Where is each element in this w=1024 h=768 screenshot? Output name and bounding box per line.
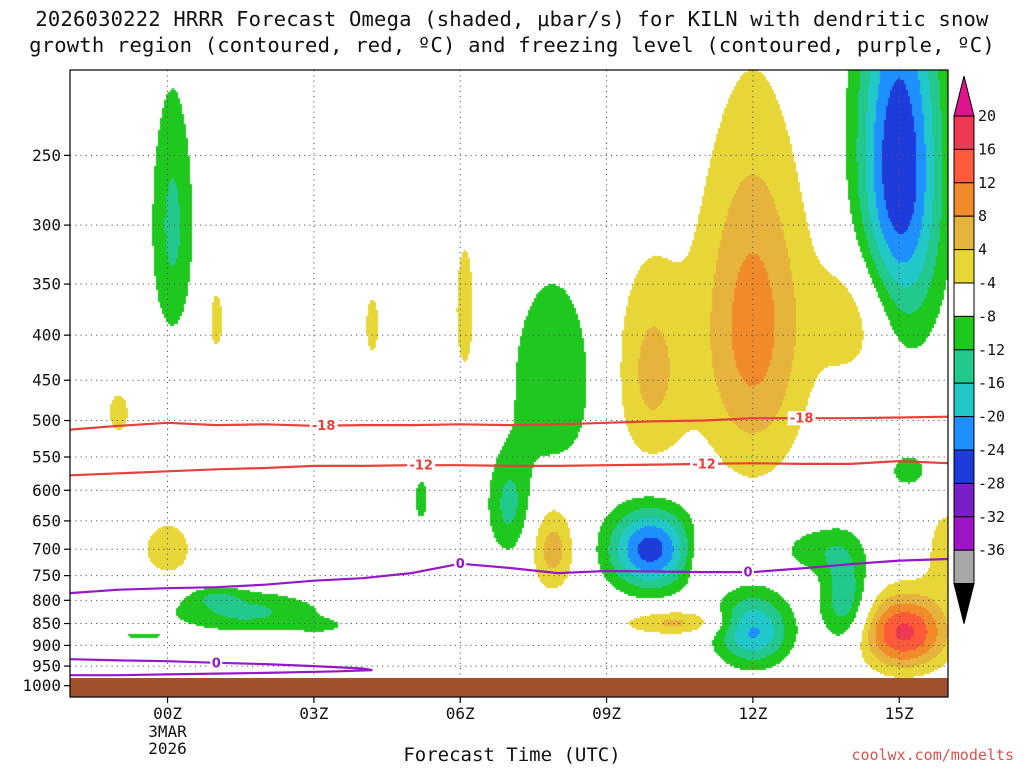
isotherm-line-3 xyxy=(70,658,373,677)
site-credit: coolwx.com/modelts xyxy=(851,746,1014,764)
y-tick-label-750: 750 xyxy=(32,566,61,585)
plot-frame xyxy=(69,69,949,698)
colorbar-label-4: 4 xyxy=(978,241,987,259)
omega-shaded-field xyxy=(70,70,948,697)
isotherm-label: 0 xyxy=(456,557,465,572)
isotherm-label-bg xyxy=(742,565,755,580)
colorbar-box-10 xyxy=(953,449,975,484)
isotherm-label: -12 xyxy=(409,459,433,474)
colorbar-label-9: -20 xyxy=(978,408,1005,426)
colorbar-label-5: -4 xyxy=(978,274,996,292)
x-tick-label-06Z: 06Z xyxy=(446,704,475,723)
ground-surface xyxy=(70,677,948,697)
ground xyxy=(70,677,948,697)
title-line-1: 2026030222 HRRR Forecast Omega (shaded, … xyxy=(35,7,989,31)
x-tick-label-00Z: 00Z xyxy=(153,704,182,723)
colorbar-box-6 xyxy=(953,315,975,351)
isotherm-contours: -18 -18 -12 -12 0 0 0 xyxy=(70,411,948,677)
colorbar-box-0 xyxy=(953,115,975,150)
colorbar-box-5 xyxy=(953,282,975,317)
y-tick-label-900: 900 xyxy=(32,636,61,655)
colorbar-box-1 xyxy=(953,148,975,184)
colorbar-label-1: 16 xyxy=(978,140,996,158)
x-tick-label-03Z: 03Z xyxy=(299,704,328,723)
colorbar-label-3: 8 xyxy=(978,207,987,225)
x-axis-label: Forecast Time (UTC) xyxy=(403,744,621,766)
colorbar-label-13: -36 xyxy=(978,541,1005,559)
isotherm-label-bg xyxy=(407,458,436,473)
omega-shading xyxy=(70,70,948,697)
colorbar-label-8: -16 xyxy=(978,374,1005,392)
colorbar-box-12 xyxy=(953,516,975,551)
y-tick-label-550: 550 xyxy=(32,447,61,466)
colorbar-box-4 xyxy=(953,249,975,284)
y-tick-label-1000: 1000 xyxy=(22,676,61,695)
x-tick-sublabel-0: 3MAR xyxy=(148,722,187,741)
isotherm-label: -18 xyxy=(790,412,814,427)
colorbar-label-7: -12 xyxy=(978,341,1005,359)
colorbar-label-12: -32 xyxy=(978,508,1005,526)
colorbar-top-arrow xyxy=(953,75,975,117)
isotherm-label: -18 xyxy=(312,419,336,434)
colorbar-bottom-arrow xyxy=(953,583,975,624)
colorbar: 20 16 12 8 4 -4 -8 -12 -16 -20 -24 -28 -32 -36 xyxy=(953,75,1005,624)
isotherm-line-2 xyxy=(70,557,948,595)
colorbar-box-2 xyxy=(953,182,975,217)
isotherm-label-bg xyxy=(210,655,223,670)
isotherm-label: -12 xyxy=(692,457,716,472)
colorbar-label-11: -28 xyxy=(978,474,1005,492)
y-tick-label-600: 600 xyxy=(32,481,61,500)
isotherm-label-bg xyxy=(787,411,816,426)
colorbar-label-2: 12 xyxy=(978,174,996,192)
isotherm-label-bg xyxy=(454,556,467,571)
colorbar-label-10: -24 xyxy=(978,441,1005,459)
y-tick-label-450: 450 xyxy=(32,371,61,390)
colorbar-box-9 xyxy=(953,416,975,451)
colorbar-label-0: 20 xyxy=(978,107,996,125)
title-line-2: growth region (contoured, red, ºC) and f… xyxy=(29,33,995,57)
colorbar-box-13 xyxy=(953,549,975,585)
isotherm-label-bg xyxy=(690,456,719,471)
y-tick-label-500: 500 xyxy=(32,411,61,430)
x-tick-label-09Z: 09Z xyxy=(592,704,621,723)
y-tick-label-700: 700 xyxy=(32,540,61,559)
chart-title: 2026030222 HRRR Forecast Omega (shaded, … xyxy=(0,6,1024,58)
colorbar-box-7 xyxy=(953,349,975,384)
y-tick-label-300: 300 xyxy=(32,216,61,235)
y-tick-label-400: 400 xyxy=(32,326,61,345)
y-tick-label-950: 950 xyxy=(32,657,61,676)
y-tick-label-850: 850 xyxy=(32,614,61,633)
y-tick-label-250: 250 xyxy=(32,146,61,165)
y-axis: 250 300 350 400 450 500 550 600 650 700 750 800 850 9… xyxy=(22,146,70,695)
y-tick-label-650: 650 xyxy=(32,511,61,530)
x-tick-label-15Z: 15Z xyxy=(885,704,914,723)
isotherm-label: 0 xyxy=(743,566,752,581)
colorbar-box-8 xyxy=(953,382,975,418)
y-tick-label-350: 350 xyxy=(32,275,61,294)
colorbar-box-11 xyxy=(953,482,975,518)
isotherm-label-bg xyxy=(309,418,338,433)
isotherm-label: 0 xyxy=(212,656,221,671)
isotherm-line-1 xyxy=(70,459,948,477)
y-tick-label-800: 800 xyxy=(32,591,61,610)
colorbar-box-3 xyxy=(953,215,975,251)
x-tick-sublabel-1: 2026 xyxy=(148,739,187,758)
x-tick-label-12Z: 12Z xyxy=(738,704,767,723)
colorbar-label-6: -8 xyxy=(978,307,996,325)
